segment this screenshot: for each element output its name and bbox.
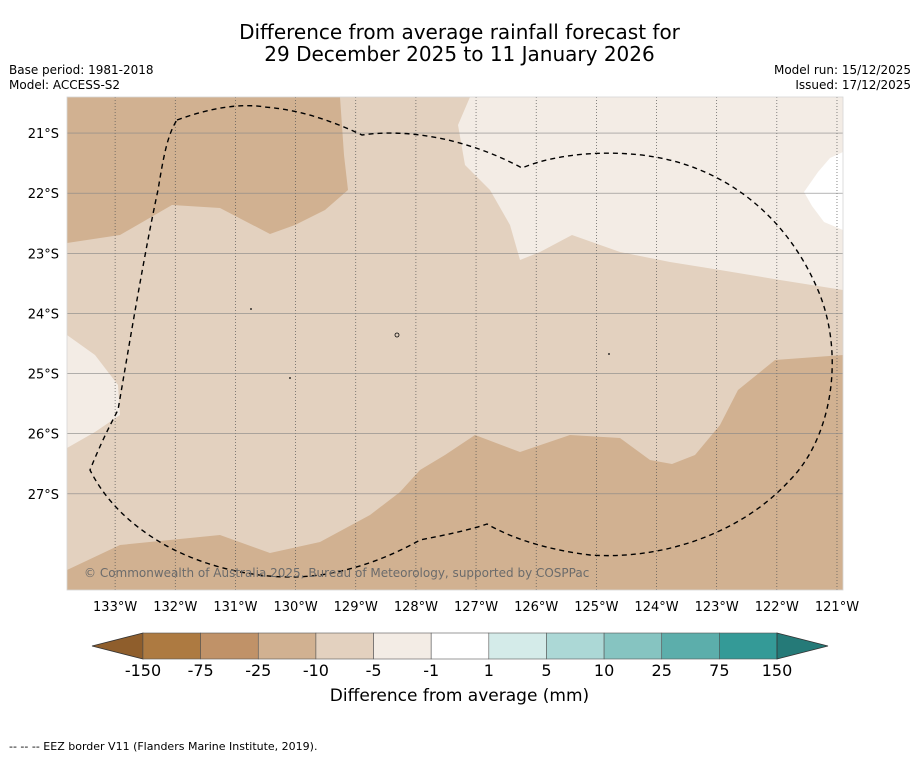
contour-minus-25-to-minus-10 [67, 355, 843, 590]
issued-date: Issued: 17/12/2025 [795, 78, 911, 92]
copyright-notice: © Commonwealth of Australia 2025, Bureau… [84, 566, 589, 580]
longitude-tick-label: 125°W [574, 600, 618, 615]
colorbar-title: Difference from average (mm) [329, 686, 590, 706]
latitude-labels: 21°S 22°S 23°S 24°S 25°S 26°S 27°S [28, 127, 59, 503]
contour-minus-1-to-1 [804, 152, 843, 230]
colorbar-segment [315, 632, 374, 660]
latitude-tick-label: 27°S [28, 488, 59, 503]
colorbar-over-arrow [776, 632, 829, 660]
longitude-tick-label: 127°W [454, 600, 498, 615]
island-marker [608, 353, 610, 355]
latitude-tick-label: 22°S [28, 187, 59, 202]
colorbar-segment [430, 632, 490, 660]
base-period: Base period: 1981-2018 [9, 63, 154, 77]
latitude-tick-label: 21°S [28, 127, 59, 142]
latitude-tick-label: 25°S [28, 368, 59, 383]
latitude-tick-label: 26°S [28, 428, 59, 443]
model-name: Model: ACCESS-S2 [9, 78, 121, 92]
longitude-tick-label: 131°W [213, 600, 257, 615]
map-frame [66, 96, 844, 591]
forecast-map: © Commonwealth of Australia 2025, Bureau… [28, 96, 859, 680]
colorbar-tick-label: 75 [709, 661, 729, 680]
longitude-labels: 133°W 132°W 131°W 130°W 129°W 128°W 127°W 126°W… [93, 600, 859, 615]
colorbar-segment [603, 632, 663, 660]
island-marker [289, 377, 291, 379]
colorbar-tick-label: -150 [125, 661, 161, 680]
island-marker [394, 332, 400, 338]
longitude-tick-label: 130°W [274, 600, 318, 615]
colorbar-under-arrow [91, 632, 144, 660]
colorbar-segment [257, 632, 317, 660]
eez-border [89, 104, 833, 578]
colorbar-tick-label: 150 [762, 661, 793, 680]
longitude-tick-label: 126°W [514, 600, 558, 615]
colorbar-tick-label: -5 [366, 661, 382, 680]
colorbar-segment [719, 632, 778, 660]
map-title-line-1: Difference from average rainfall forecas… [239, 20, 680, 44]
longitude-tick-label: 128°W [394, 600, 438, 615]
map-title-line-2: 29 December 2025 to 11 January 2026 [264, 42, 655, 66]
graticule [67, 97, 843, 590]
longitude-tick-label: 121°W [815, 600, 859, 615]
colorbar-tick-label: 25 [652, 661, 672, 680]
latitude-tick-label: 23°S [28, 247, 59, 262]
contour-minus-25-to-minus-10 [67, 97, 348, 243]
colorbar-segment [200, 632, 259, 660]
colorbar-tick-label: -1 [423, 661, 439, 680]
colorbar-tick-label: 10 [594, 661, 614, 680]
eez-legend-note: -- -- -- EEZ border V11 (Flanders Marine… [9, 740, 318, 753]
colorbar-segment [661, 632, 720, 660]
colorbar: -150 -75 -25 -10 -5 -1 1 5 10 25 75 150 [91, 632, 829, 680]
colorbar-segment [546, 632, 605, 660]
longitude-tick-label: 132°W [153, 600, 197, 615]
colorbar-tick-label: 1 [484, 661, 494, 680]
island-marker [250, 308, 252, 310]
model-run: Model run: 15/12/2025 [773, 63, 911, 77]
colorbar-segment [373, 632, 432, 660]
colorbar-tick-label: -75 [188, 661, 214, 680]
longitude-tick-label: 123°W [695, 600, 739, 615]
contour-minus-5-to-minus-1 [67, 335, 120, 448]
latitude-tick-label: 24°S [28, 307, 59, 322]
rainfall-contours [67, 97, 843, 590]
colorbar-segment [488, 632, 547, 660]
longitude-tick-label: 129°W [334, 600, 378, 615]
longitude-tick-label: 124°W [634, 600, 678, 615]
colorbar-tick-label: -10 [303, 661, 329, 680]
longitude-tick-label: 122°W [755, 600, 799, 615]
colorbar-tick-label: -25 [245, 661, 271, 680]
colorbar-tick-label: 5 [541, 661, 551, 680]
colorbar-segment [142, 632, 201, 660]
longitude-tick-label: 133°W [93, 600, 137, 615]
